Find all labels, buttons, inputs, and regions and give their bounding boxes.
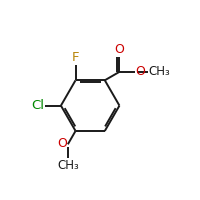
Text: F: F bbox=[72, 51, 79, 64]
Text: Cl: Cl bbox=[31, 99, 44, 112]
Text: CH₃: CH₃ bbox=[148, 65, 170, 78]
Text: O: O bbox=[58, 137, 67, 150]
Text: O: O bbox=[135, 65, 145, 78]
Text: CH₃: CH₃ bbox=[57, 159, 79, 172]
Text: O: O bbox=[115, 43, 124, 56]
